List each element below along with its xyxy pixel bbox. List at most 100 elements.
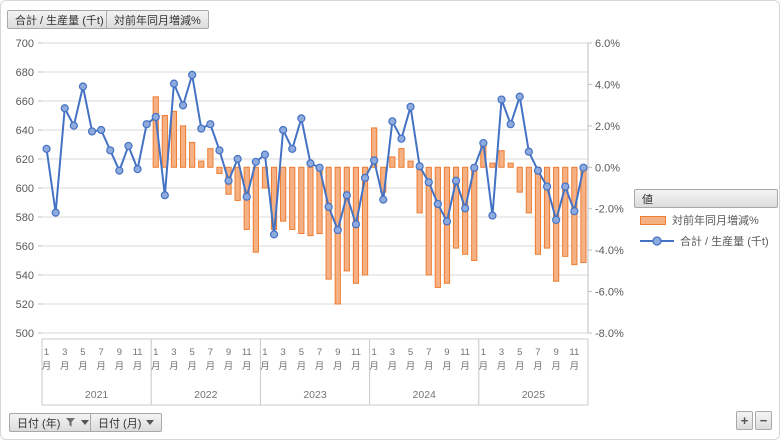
line-marker	[142, 120, 151, 129]
month-tick-suffix: 月	[460, 361, 470, 372]
bar	[389, 156, 396, 168]
month-tick-suffix: 月	[242, 361, 252, 372]
legend-item-production: 合計 / 生産量 (千t)	[640, 233, 769, 249]
bar	[189, 141, 196, 168]
right-axis-tick-label: -6.0%	[595, 287, 624, 299]
line-marker	[370, 156, 379, 165]
line-marker	[151, 112, 160, 122]
month-tick-number: 9	[444, 347, 449, 358]
month-tick-suffix: 月	[424, 361, 434, 372]
line-marker	[206, 120, 215, 129]
year-label: 2025	[522, 389, 546, 401]
left-axis-tick-label: 640	[16, 125, 34, 137]
bar	[516, 166, 523, 193]
left-axis-tick-label: 700	[16, 38, 34, 50]
line-marker	[333, 225, 342, 235]
line-marker	[315, 163, 324, 172]
month-tick-number: 7	[535, 347, 540, 358]
line-marker	[506, 120, 515, 129]
month-tick-suffix: 月	[369, 361, 379, 372]
month-tick-suffix: 月	[42, 361, 52, 372]
month-tick-number: 11	[569, 347, 579, 358]
line-marker	[215, 146, 224, 155]
month-tick-suffix: 月	[206, 361, 216, 372]
line-marker	[451, 176, 461, 185]
bar	[371, 127, 378, 168]
collapse-field-button[interactable]: −	[755, 411, 772, 430]
value-field-button-yoy[interactable]: 対前年同月増減%	[106, 10, 209, 29]
line-marker	[397, 134, 406, 143]
legend-values-field-button[interactable]: 値	[634, 189, 778, 208]
bar	[334, 166, 341, 305]
axis-field-button-month[interactable]: 日付 (月)	[90, 413, 163, 432]
month-tick-number: 1	[262, 347, 267, 358]
month-tick-number: 1	[481, 347, 486, 358]
axis-field-button-year-label: 日付 (年)	[17, 417, 61, 430]
month-tick-suffix: 月	[224, 361, 234, 372]
month-tick-number: 1	[372, 347, 377, 358]
month-tick-number: 3	[281, 347, 286, 358]
month-tick-number: 9	[117, 347, 122, 358]
value-field-button-yoy-label: 対前年同月増減%	[114, 14, 201, 27]
line-marker	[169, 79, 179, 88]
bar	[343, 166, 350, 272]
line-marker	[561, 182, 570, 191]
collapse-field-label: −	[759, 413, 768, 428]
month-tick-suffix: 月	[533, 361, 543, 372]
line-marker	[515, 92, 524, 101]
expand-field-button[interactable]: +	[736, 411, 753, 430]
month-tick-number: 7	[426, 347, 431, 358]
filter-icon	[66, 418, 76, 427]
month-tick-number: 7	[99, 347, 104, 358]
line-marker	[342, 191, 351, 200]
line-swatch-icon	[640, 236, 674, 246]
left-axis-labels: 700 680 660 640 620 600 580 560 540 520 500	[16, 38, 42, 340]
month-tick-suffix: 月	[515, 361, 525, 372]
line-marker	[524, 147, 533, 156]
bar	[534, 166, 542, 255]
line-marker	[433, 199, 442, 209]
value-field-button-production-label: 合計 / 生産量 (千t)	[15, 14, 104, 27]
bar	[398, 148, 405, 168]
month-tick-number: 9	[554, 347, 559, 358]
right-axis-tick-label: -4.0%	[595, 245, 624, 257]
right-axis-tick-label: -8.0%	[595, 328, 624, 340]
axis-field-button-year[interactable]: 日付 (年)	[9, 413, 98, 432]
month-tick-suffix: 月	[278, 361, 288, 372]
month-tick-suffix: 月	[551, 361, 561, 372]
month-tick-number: 5	[517, 347, 522, 358]
month-tick-suffix: 月	[187, 361, 197, 372]
value-field-button-production[interactable]: 合計 / 生産量 (千t)	[7, 10, 112, 29]
bar	[507, 162, 514, 168]
month-tick-suffix: 月	[60, 361, 70, 372]
line-marker	[497, 95, 506, 104]
line-marker	[42, 144, 51, 153]
bar-swatch-icon	[640, 215, 666, 225]
line-marker	[552, 215, 561, 224]
line-marker	[533, 166, 543, 175]
line-marker	[570, 207, 579, 216]
right-axis-tick-label: 2.0%	[595, 121, 620, 133]
bar	[234, 166, 241, 201]
bar	[252, 166, 259, 253]
line-marker	[579, 163, 588, 172]
bar	[407, 160, 414, 168]
bar	[498, 150, 505, 168]
month-tick-suffix: 月	[169, 361, 179, 372]
axis-field-button-month-label: 日付 (月)	[98, 417, 142, 430]
line-marker	[115, 166, 124, 175]
line-marker	[133, 165, 142, 174]
month-tick-number: 11	[133, 347, 143, 358]
left-axis-tick-label: 580	[16, 212, 34, 224]
legend-item-yoy: 対前年同月増減%	[640, 212, 759, 228]
bar	[571, 166, 578, 266]
bar	[179, 125, 187, 168]
left-axis-tick-label: 560	[16, 241, 34, 253]
line-marker	[60, 104, 69, 113]
bar	[471, 166, 478, 262]
bar-series	[152, 96, 587, 305]
line-marker	[69, 121, 78, 130]
bar	[434, 166, 441, 288]
line-marker	[279, 125, 288, 135]
